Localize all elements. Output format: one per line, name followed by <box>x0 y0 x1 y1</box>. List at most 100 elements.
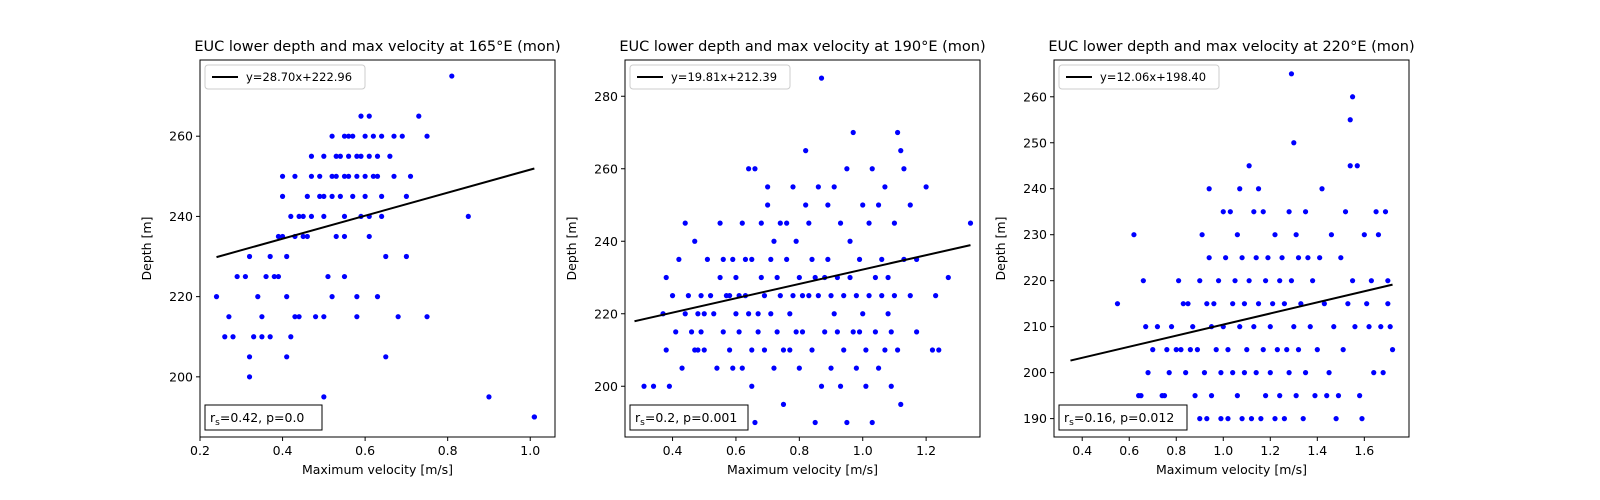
data-points <box>213 73 537 420</box>
data-point <box>1270 301 1276 307</box>
data-point <box>1340 347 1346 353</box>
data-point <box>777 293 783 299</box>
data-point <box>362 133 368 139</box>
data-point <box>346 133 352 139</box>
legend-box <box>629 64 791 90</box>
data-point <box>717 274 723 281</box>
data-point <box>1218 370 1224 376</box>
data-point <box>749 256 755 262</box>
data-points <box>641 75 974 426</box>
data-point <box>1312 393 1318 399</box>
data-point <box>749 347 755 353</box>
data-point <box>341 173 348 179</box>
data-point <box>1364 301 1370 307</box>
data-point <box>739 220 745 226</box>
data-point <box>755 311 761 317</box>
data-point <box>885 311 891 317</box>
data-point <box>717 220 723 226</box>
data-point <box>341 213 348 220</box>
data-point <box>758 274 764 281</box>
data-point <box>366 233 372 240</box>
data-point <box>1218 416 1224 422</box>
data-point <box>727 347 733 353</box>
data-point <box>695 311 701 317</box>
data-point <box>329 294 335 300</box>
data-point <box>1168 324 1175 330</box>
data-point <box>403 253 409 260</box>
data-point <box>288 334 294 340</box>
x-tick-label: 1.6 <box>1354 443 1374 458</box>
data-point <box>1328 232 1335 238</box>
y-tick-label: 250 <box>1023 135 1047 150</box>
y-tick-label: 240 <box>1023 181 1047 196</box>
x-axis-label: Maximum velocity [m/s] <box>727 462 878 477</box>
data-point <box>809 256 815 262</box>
y-tick-label: 260 <box>1023 89 1047 104</box>
data-point <box>1267 324 1273 330</box>
data-point <box>967 220 974 226</box>
data-points <box>1114 71 1396 422</box>
data-point <box>787 347 793 353</box>
data-point <box>780 401 787 407</box>
data-point <box>284 253 290 260</box>
data-point <box>1333 416 1339 422</box>
data-point <box>465 213 471 220</box>
data-point <box>362 173 368 179</box>
data-point <box>1253 255 1259 261</box>
data-point <box>891 293 898 299</box>
data-point <box>790 293 796 299</box>
data-point <box>698 329 704 335</box>
x-tick-label: 1.0 <box>1213 443 1233 458</box>
data-point <box>1349 94 1356 100</box>
data-point <box>321 394 327 400</box>
data-point <box>1197 278 1203 284</box>
stat-r: r <box>1064 410 1070 425</box>
data-point <box>739 365 745 371</box>
data-point <box>847 238 853 244</box>
data-point <box>1140 278 1146 284</box>
data-point <box>304 193 310 199</box>
data-point <box>1230 301 1236 307</box>
data-point <box>888 383 894 389</box>
data-point <box>806 220 812 226</box>
x-tick-label: 0.4 <box>663 443 683 458</box>
data-point <box>866 220 872 226</box>
data-point <box>787 311 793 317</box>
data-point <box>682 220 688 226</box>
data-point <box>1385 278 1391 284</box>
data-point <box>391 173 397 179</box>
data-point <box>742 256 749 262</box>
data-point <box>850 129 856 136</box>
stat-subscript: s <box>215 418 220 428</box>
data-point <box>246 374 253 380</box>
data-point <box>1166 370 1172 376</box>
data-point <box>860 202 866 208</box>
stat-subscript: s <box>1069 418 1074 428</box>
data-point <box>1258 416 1264 422</box>
data-point <box>379 193 385 199</box>
data-point <box>346 153 352 159</box>
data-point <box>255 294 261 300</box>
data-point <box>226 314 232 320</box>
data-point <box>1194 347 1201 353</box>
data-point <box>1300 416 1306 422</box>
data-point <box>891 220 898 226</box>
data-point <box>362 193 368 199</box>
data-point <box>733 274 739 281</box>
data-point <box>1279 255 1285 261</box>
data-point <box>1187 347 1193 353</box>
data-point <box>768 311 774 317</box>
data-point <box>882 184 888 190</box>
data-point <box>727 293 733 299</box>
stat-values: =0.16, p=0.012 <box>1074 410 1174 425</box>
data-point <box>765 202 771 208</box>
x-tick-label: 1.4 <box>1307 443 1327 458</box>
data-point <box>1277 393 1283 399</box>
data-point <box>1223 255 1229 261</box>
data-point <box>1183 370 1189 376</box>
x-axis-label: Maximum velocity [m/s] <box>302 462 453 477</box>
data-point <box>885 274 891 281</box>
data-point <box>246 253 253 260</box>
data-point <box>752 419 758 426</box>
